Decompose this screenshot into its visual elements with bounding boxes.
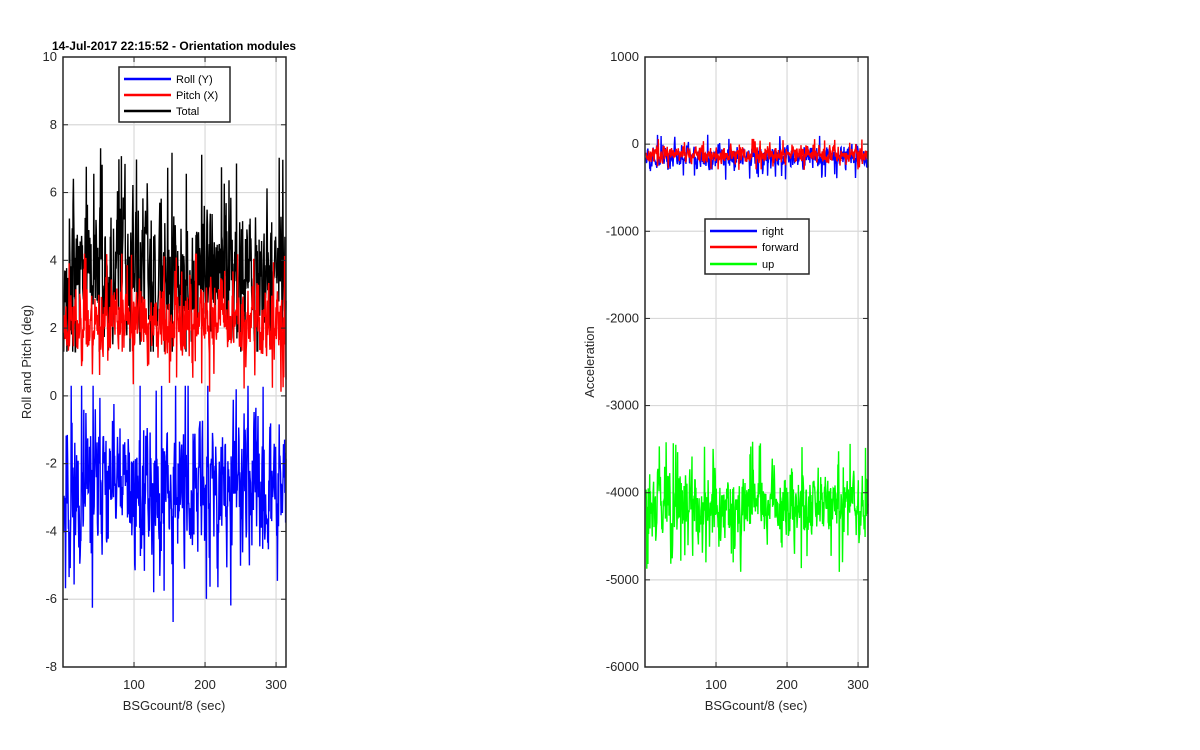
y-tick-label: 0	[632, 136, 639, 151]
y-tick-label: 0	[50, 388, 57, 403]
series-line-roll-y	[63, 385, 287, 623]
series-lines	[645, 134, 869, 572]
tick-marks	[645, 56, 868, 668]
legend-label-forward: forward	[762, 242, 799, 254]
axes-box	[644, 56, 869, 668]
x-tick-label: 100	[705, 677, 727, 692]
y-tick-label: 1000	[610, 49, 639, 64]
y-tick-label: -2000	[606, 310, 639, 325]
y-tick-label: 4	[50, 252, 57, 267]
y-tick-label: 2	[50, 320, 57, 335]
y-tick-label: -3000	[606, 398, 639, 413]
y-tick-label: 10	[43, 49, 57, 64]
orientation-axes: 100 200 300 -8 -6 -4 -2 0 2 4 6 8 10 14-Jul-2017 22:…	[19, 39, 296, 713]
y-tick-label: -4000	[606, 485, 639, 500]
series-line-pitch-x	[63, 253, 287, 392]
legend-label-roll: Roll (Y)	[176, 74, 213, 86]
x-axis-label: BSGcount/8 (sec)	[123, 698, 226, 713]
legend[interactable]: Roll (Y) Pitch (X) Total	[118, 66, 231, 123]
y-axis-label: Roll and Pitch (deg)	[19, 305, 34, 419]
y-tick-label: -2	[45, 456, 57, 471]
legend-label-up: up	[762, 259, 774, 271]
x-tick-label: 100	[123, 677, 145, 692]
x-tick-label: 300	[265, 677, 287, 692]
gridlines	[645, 57, 868, 667]
y-tick-label: -6000	[606, 659, 639, 674]
legend-label-total: Total	[176, 106, 199, 118]
x-tick-label: 300	[847, 677, 869, 692]
y-tick-label: 6	[50, 185, 57, 200]
series-line-forward	[645, 138, 869, 170]
y-tick-label: -6	[45, 591, 57, 606]
series-lines	[63, 148, 287, 623]
legend-label-pitch: Pitch (X)	[176, 90, 218, 102]
y-tick-label: 8	[50, 117, 57, 132]
x-axis-label: BSGcount/8 (sec)	[705, 698, 808, 713]
x-tick-label: 200	[194, 677, 216, 692]
series-line-up	[645, 441, 869, 572]
x-tick-label: 200	[776, 677, 798, 692]
legend[interactable]: right forward up	[704, 218, 810, 275]
y-tick-label: -8	[45, 659, 57, 674]
tick-labels: 100 200 300 -8 -6 -4 -2 0 2 4 6 8 10	[43, 49, 287, 692]
y-tick-label: -1000	[606, 223, 639, 238]
y-tick-label: -5000	[606, 572, 639, 587]
chart-title: 14-Jul-2017 22:15:52 - Orientation modul…	[52, 39, 296, 53]
tick-marks	[63, 56, 286, 668]
legend-label-right: right	[762, 226, 783, 238]
y-tick-label: -4	[45, 523, 57, 538]
axes-box	[62, 56, 287, 668]
tick-labels: 100 200 300 -6000 -5000 -4000 -3000 -2000 -1000 0…	[606, 49, 869, 692]
y-axis-label: Acceleration	[582, 326, 597, 398]
plot-area	[63, 57, 286, 667]
acceleration-axes: 100 200 300 -6000 -5000 -4000 -3000 -2000 -1000 0…	[582, 49, 869, 713]
